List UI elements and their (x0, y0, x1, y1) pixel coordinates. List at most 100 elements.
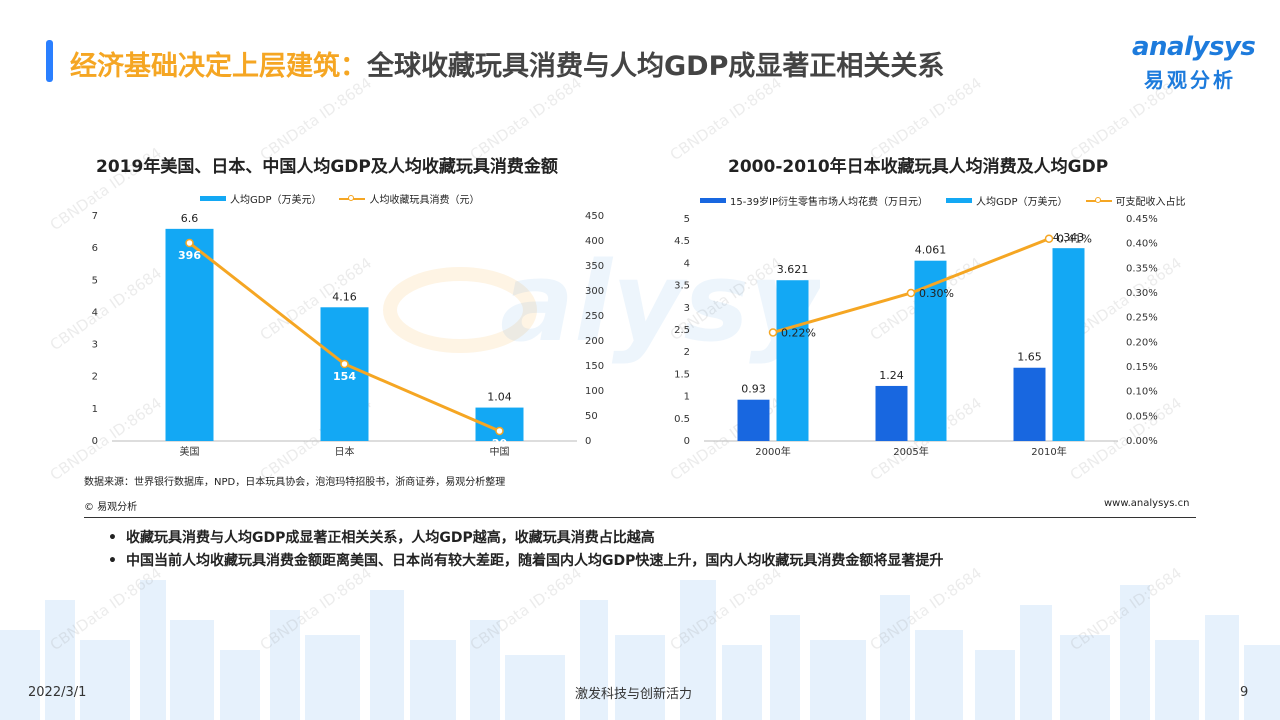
chart2-y-right-tick: 0.15% (1126, 362, 1158, 373)
chart1-line-value-label: 396 (178, 249, 201, 262)
chart2-y-right-tick: 0.05% (1126, 411, 1158, 422)
legend-label: 人均GDP（万美元） (976, 197, 1068, 208)
brand-logo-en: analysys (1132, 32, 1256, 62)
section-divider (84, 517, 1196, 518)
chart1-line-value-label: 20 (492, 437, 508, 450)
chart2-bar-value-label: 4.061 (915, 244, 947, 257)
chart2-y-left-tick: 0 (684, 436, 690, 447)
watermark-text: CBNData ID:8684 (466, 73, 586, 165)
chart2-bar (1052, 248, 1085, 441)
chart1-y-right-tick: 200 (585, 336, 604, 347)
chart1-y-right-tick: 300 (585, 286, 604, 297)
chart2-legend-ip-spend: 15-39岁IP衍生零售市场人均花费（万日元） (700, 193, 928, 208)
chart2-line-point (1044, 234, 1054, 243)
chart2-series-line (772, 237, 1050, 334)
chart1-bar (165, 228, 214, 441)
chart1-bar (320, 307, 369, 441)
legend-swatch (946, 198, 973, 203)
chart1-y-right-tick: 0 (585, 436, 591, 447)
chart2-y-left-tick: 4 (684, 258, 690, 269)
chart1-y-left-tick: 3 (92, 340, 98, 351)
chart1-line-point (185, 238, 194, 248)
legend-label: 可支配收入占比 (1115, 197, 1186, 208)
chart1-y-left-tick: 5 (92, 275, 98, 286)
chart2-bar (875, 385, 908, 441)
chart1-line-point (495, 426, 504, 436)
chart2-x-tick-label: 2005年 (893, 445, 928, 458)
chart2-line-value-label: 0.41% (1057, 233, 1092, 246)
chart2-y-left-tick: 0.5 (674, 414, 690, 425)
chart1-bar-value-label: 4.16 (332, 290, 357, 303)
key-finding-item: 中国当前人均收藏玩具消费金额距离美国、日本尚有较大差距，随着国内人均GDP快速上… (108, 550, 943, 573)
chart1-legend-consumption: 人均收藏玩具消费（元） (339, 191, 479, 206)
legend-swatch (700, 198, 726, 203)
chart2-x-tick-label: 2010年 (1031, 445, 1066, 458)
chart2-y-right-tick: 0.45% (1126, 214, 1158, 225)
key-finding-item: 收藏玩具消费与人均GDP成显著正相关关系，人均GDP越高，收藏玩具消费占比越高 (108, 527, 943, 550)
data-source-note: 数据来源：世界银行数据库，NPD，日本玩具协会，泡泡玛特招股书，浙商证券，易观分… (84, 477, 506, 488)
chart1-legend-gdp: 人均GDP（万美元） (200, 191, 321, 206)
chart2-y-left-tick: 3.5 (674, 281, 690, 292)
chart1-y-left-tick: 7 (92, 211, 98, 222)
chart2-legend-gdp: 人均GDP（万美元） (946, 193, 1068, 208)
title-accent-bar (46, 40, 53, 82)
footer-slogan: 激发科技与创新活力 (575, 687, 693, 702)
website-link[interactable]: www.analysys.cn (1104, 498, 1190, 509)
legend-line-marker (339, 194, 366, 201)
chart2-line-point (906, 288, 916, 298)
chart2-legend: 15-39岁IP衍生零售市场人均花费（万日元） 人均GDP（万美元） 可支配收入… (700, 193, 1204, 208)
chart2-bar-value-label: 0.93 (741, 383, 766, 396)
chart2-bar-value-label: 1.65 (1017, 351, 1042, 364)
legend-swatch (200, 196, 226, 201)
chart2-japan-toy-spend: 0 0.5 1 1.5 2 2.5 3 3.5 4 4.5 5 0.00% 0.05% 0.10% 0.15… (674, 214, 1158, 458)
chart1-y-right-tick: 150 (585, 361, 604, 372)
chart2-line-value-label: 0.22% (781, 326, 816, 339)
chart2-y-left-tick: 1.5 (674, 369, 690, 380)
chart2-bar (1013, 367, 1046, 441)
chart1-y-left-tick: 1 (92, 404, 98, 415)
chart2-bar-value-label: 4.343 (1053, 231, 1085, 244)
chart1-y-right-tick: 100 (585, 386, 604, 397)
watermark-text: CBNData ID:8684 (666, 73, 786, 165)
watermark-text: CBNData ID:8684 (256, 73, 376, 165)
chart1-y-left-tick: 6 (92, 243, 98, 254)
chart1-y-right-tick: 400 (585, 236, 604, 247)
legend-label: 人均GDP（万美元） (230, 195, 322, 206)
chart1-title: 2019年美国、日本、中国人均GDP及人均收藏玩具消费金额 (96, 157, 558, 177)
chart2-y-right-tick: 0.40% (1126, 239, 1158, 250)
chart1-x-tick-label: 日本 (335, 445, 355, 458)
chart2-x-tick-label: 2000年 (755, 445, 790, 458)
brand-logo-cn: 易观分析 (1144, 68, 1236, 92)
chart2-y-right-tick: 0.10% (1126, 387, 1158, 398)
copyright-note: © 易观分析 (84, 502, 138, 513)
chart2-y-right-tick: 0.20% (1126, 337, 1158, 348)
chart1-y-right-tick: 350 (585, 261, 604, 272)
chart2-bar-value-label: 3.621 (777, 263, 809, 276)
chart1-x-tick-label: 中国 (490, 445, 510, 458)
chart2-y-right-tick: 0.00% (1126, 436, 1158, 447)
chart2-y-left-tick: 2.5 (674, 325, 690, 336)
chart2-y-left-tick: 4.5 (674, 236, 690, 247)
chart2-bar-value-label: 1.24 (879, 369, 904, 382)
chart2-line-value-label: 0.30% (919, 287, 954, 300)
chart1-y-left-tick: 2 (92, 372, 98, 383)
chart1-y-left-tick: 0 (92, 436, 98, 447)
chart2-title: 2000-2010年日本收藏玩具人均消费及人均GDP (728, 157, 1109, 177)
chart1-legend: 人均GDP（万美元） 人均收藏玩具消费（元） (200, 191, 497, 206)
chart1-x-tick-label: 美国 (180, 445, 200, 458)
chart1-bar-value-label: 1.04 (487, 391, 512, 404)
watermark-text: CBNData ID:8684 (866, 73, 986, 165)
brand-logo: analysys 易观分析 (1132, 32, 1256, 94)
chart2-legend-income-share: 可支配收入占比 (1085, 193, 1186, 208)
chart1-line-point (340, 359, 349, 369)
page-number: 9 (1240, 685, 1249, 700)
city-skyline-background (0, 580, 1280, 720)
page-title-rest: 全球收藏玩具消费与人均GDP成显著正相关关系 (367, 51, 945, 82)
chart2-y-right-tick: 0.35% (1126, 263, 1158, 274)
page-title-highlight: 经济基础决定上层建筑： (70, 51, 367, 82)
chart2-bar (776, 280, 809, 441)
chart2-line-point (768, 328, 778, 337)
legend-line-marker (1085, 196, 1112, 203)
chart2-bar (737, 399, 770, 441)
chart2-y-right-tick: 0.25% (1126, 313, 1158, 324)
